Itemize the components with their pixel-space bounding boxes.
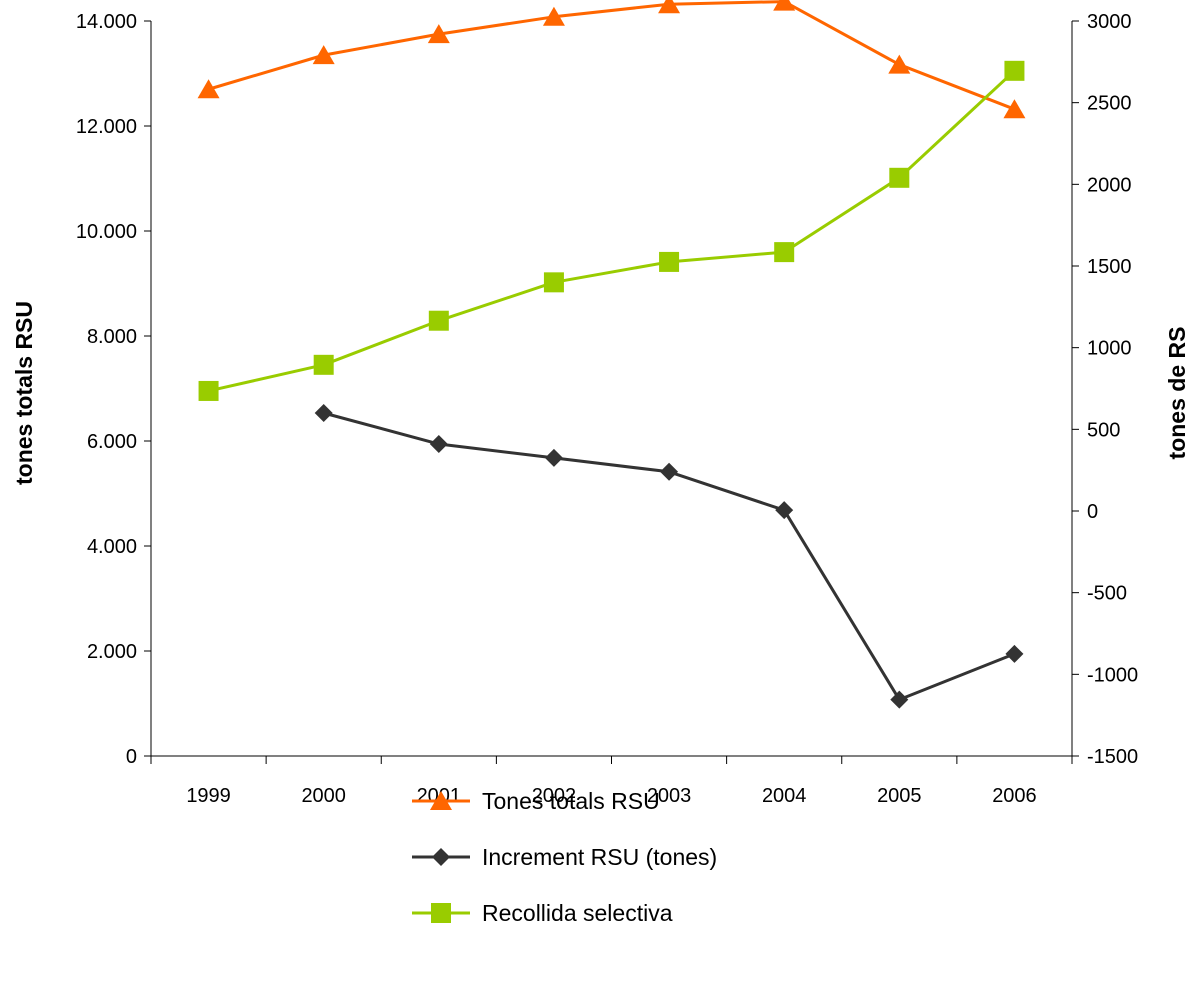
left-tick-label: 4.000 — [87, 536, 137, 558]
triangle-series-point — [427, 24, 450, 44]
left-tick-label: 6.000 — [87, 431, 137, 453]
x-tick-label: 2000 — [301, 785, 346, 807]
diamond-series-line — [323, 411, 1015, 702]
diamond-series-point — [544, 448, 563, 467]
square-series-point — [1004, 60, 1025, 81]
diamond-series-point — [314, 404, 333, 422]
triangle-series-point — [312, 45, 335, 65]
legend-triangle-series-label: Tones totals RSU — [482, 788, 660, 814]
square-series-point — [198, 380, 219, 401]
left-tick-label: 10.000 — [76, 221, 137, 243]
triangle-series-point — [773, 0, 796, 11]
right-tick-label: -1000 — [1087, 664, 1138, 686]
diamond-series-point — [660, 462, 679, 481]
triangle-series-point — [542, 6, 565, 26]
diamond-series-point — [429, 435, 448, 454]
square-series-point — [313, 354, 334, 375]
triangle-series-point — [197, 79, 220, 99]
right-tick-label: 500 — [1087, 419, 1120, 441]
right-tick-label: 2500 — [1087, 93, 1132, 115]
legend-diamond-series-marker — [432, 848, 450, 866]
x-tick-label: 1999 — [186, 785, 231, 807]
x-tick-label: 2002 — [532, 785, 577, 807]
square-series-point — [428, 310, 449, 331]
left-tick-label: 0 — [126, 746, 137, 768]
square-series-line — [208, 69, 1016, 393]
left-tick-label: 14.000 — [76, 11, 137, 33]
triangle-series-point — [658, 0, 681, 14]
right-tick-label: 1500 — [1087, 256, 1132, 278]
right-tick-label: 3000 — [1087, 11, 1132, 33]
x-tick-label: 2005 — [877, 785, 922, 807]
legend-square-series-label: Recollida selectiva — [482, 900, 673, 926]
triangle-series-line — [208, 0, 1015, 111]
legend-square-series-marker — [431, 903, 451, 923]
x-tick-label: 2006 — [992, 785, 1037, 807]
left-tick-label: 2.000 — [87, 641, 137, 663]
square-series-point — [774, 242, 795, 263]
right-tick-label: 1000 — [1087, 338, 1132, 360]
square-series-point — [889, 167, 910, 188]
legend-triangle-series-marker — [430, 791, 452, 810]
diamond-series-point — [890, 690, 909, 709]
right-tick-label: 2000 — [1087, 174, 1132, 196]
left-tick-label: 12.000 — [76, 116, 137, 138]
square-series-point — [543, 272, 564, 293]
right-axis-title: tones de RS — [1164, 327, 1190, 460]
square-series-point — [659, 251, 680, 272]
left-axis-title: tones totals RSU — [11, 301, 37, 485]
triangle-series-point — [888, 54, 911, 74]
right-tick-label: 0 — [1087, 501, 1098, 523]
left-tick-label: 8.000 — [87, 326, 137, 348]
x-tick-label: 2003 — [647, 785, 692, 807]
right-tick-label: -500 — [1087, 583, 1127, 605]
right-tick-label: -1500 — [1087, 746, 1138, 768]
x-tick-label: 2004 — [762, 785, 807, 807]
diamond-series-point — [1005, 644, 1024, 663]
legend-diamond-series-label: Increment RSU (tones) — [482, 844, 717, 870]
triangle-series-point — [1003, 99, 1026, 119]
diamond-series-point — [775, 501, 794, 520]
